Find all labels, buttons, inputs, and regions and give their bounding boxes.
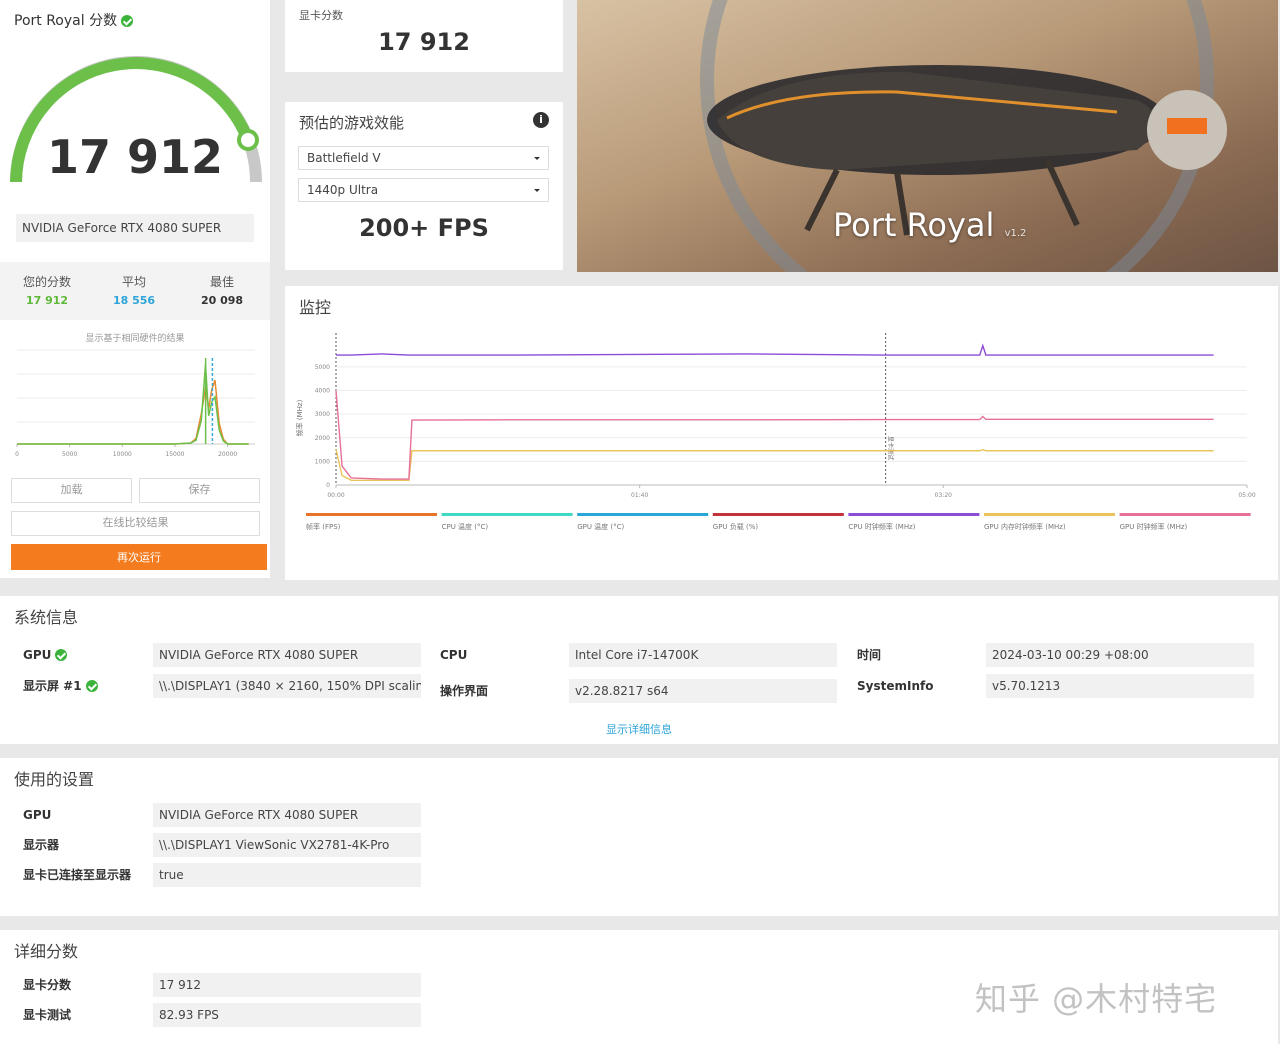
hero-version: v1.2 — [1004, 228, 1027, 239]
gpu-score-label: 显卡分数 — [299, 9, 343, 22]
histogram-caption: 显示基于相同硬件的结果 — [85, 334, 185, 344]
info-label-text: GPU — [23, 648, 52, 662]
stat-value: 18 556 — [112, 294, 156, 307]
estimate-card: 预估的游戏效能 i Battlefield V 1440p Ultra 200+… — [285, 102, 563, 270]
save-button[interactable]: 保存 — [139, 478, 260, 503]
info-label: 时间 — [857, 643, 881, 667]
watermark: 知乎 @木村特宅 — [975, 980, 1218, 1018]
info-value: NVIDIA GeForce RTX 4080 SUPER — [153, 643, 421, 667]
info-icon[interactable]: i — [533, 112, 549, 128]
row-label: 显卡已连接至显示器 — [23, 868, 132, 882]
gpu-name: NVIDIA GeForce RTX 4080 SUPER — [16, 214, 254, 242]
preset-select[interactable]: 1440p Ultra — [298, 178, 549, 202]
system-info-title: 系统信息 — [14, 608, 79, 627]
hero-image: Port Royal v1.2 — [577, 0, 1278, 272]
stat-label: 平均 — [121, 275, 146, 289]
info-value: \\.\DISPLAY1 (3840 × 2160, 150% DPI scal… — [153, 674, 421, 698]
check-icon — [85, 680, 98, 692]
info-value: v2.28.8217 s64 — [569, 679, 837, 703]
details-title: 详细分数 — [14, 942, 79, 961]
check-icon — [121, 15, 134, 27]
row-label: 显示器 — [23, 838, 60, 852]
hero-title-text: Port Royal — [833, 206, 995, 244]
info-label: 显示屏 #1 — [23, 674, 98, 698]
row-value: 17 912 — [153, 973, 421, 997]
stat-label: 最佳 — [209, 275, 234, 289]
row-label: 显卡测试 — [23, 1008, 72, 1022]
info-label-text: 显示屏 #1 — [23, 679, 82, 693]
info-label: SystemInfo — [857, 674, 933, 698]
info-value: v5.70.1213 — [986, 674, 1254, 698]
info-label-text: SystemInfo — [857, 679, 934, 693]
hero-title: Port Royal v1.2 — [833, 206, 1026, 244]
fps: 200+ FPS — [359, 214, 489, 242]
details-link[interactable]: 显示详细信息 — [606, 723, 672, 736]
settings-card: 使用的设置 GPU NVIDIA GeForce RTX 4080 SUPER 显示… — [0, 758, 1278, 916]
row-value: NVIDIA GeForce RTX 4080 SUPER — [153, 803, 421, 827]
info-label: CPU — [440, 643, 467, 667]
check-icon — [55, 649, 68, 661]
estimate-title: 预估的游戏效能 — [299, 114, 405, 132]
rerun-button[interactable]: 再次运行 — [11, 544, 267, 570]
info-label-text: CPU — [440, 648, 468, 662]
score-title: Port Royal 分数 — [14, 13, 118, 29]
compare-button[interactable]: 在线比较结果 — [11, 511, 260, 536]
load-button[interactable]: 加载 — [11, 478, 132, 503]
row-value: 82.93 FPS — [153, 1003, 421, 1027]
score-title-wrap: Port Royal 分数 — [14, 10, 134, 30]
row-value: \\.\DISPLAY1 ViewSonic VX2781-4K-Pro — [153, 833, 421, 857]
info-label-text: 操作界面 — [440, 684, 489, 698]
gpu-score-card: 显卡分数 17 912 — [285, 0, 563, 72]
system-info-card: 系统信息 显示详细信息 GPU NVIDIA GeForce RTX 4080 S… — [0, 596, 1278, 744]
info-value: 2024-03-10 00:29 +08:00 — [986, 643, 1254, 667]
score: 17 912 — [46, 130, 224, 184]
stat-label: 您的分数 — [22, 275, 71, 289]
row-label: GPU — [23, 808, 52, 822]
info-value: Intel Core i7-14700K — [569, 643, 837, 667]
hero-art — [700, 0, 1227, 272]
stat-value: 20 098 — [200, 294, 244, 307]
row-value: true — [153, 863, 421, 887]
gpu-score-value: 17 912 — [378, 28, 470, 56]
info-label: 操作界面 — [440, 679, 488, 703]
info-label: GPU — [23, 643, 68, 667]
game-select[interactable]: Battlefield V — [298, 146, 549, 170]
row-label: 显卡分数 — [23, 978, 72, 992]
details-card: 详细分数 知乎 @木村特宅 显卡分数 17 912 显卡测试 82.93 FPS — [0, 930, 1278, 1044]
settings-title: 使用的设置 — [14, 770, 95, 789]
monitor-title: 监控 — [299, 298, 332, 317]
stat-value: 17 912 — [25, 294, 69, 307]
stats-bg — [0, 262, 270, 320]
monitor-card: 监控 — [285, 286, 1278, 580]
info-label-text: 时间 — [857, 648, 882, 662]
